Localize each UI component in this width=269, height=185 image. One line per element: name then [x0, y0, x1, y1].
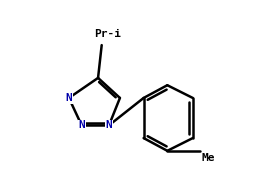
Text: N: N [106, 120, 112, 130]
Text: Me: Me [202, 153, 215, 163]
Text: Pr-i: Pr-i [94, 29, 121, 39]
Text: N: N [78, 120, 85, 130]
Text: N: N [66, 93, 72, 103]
